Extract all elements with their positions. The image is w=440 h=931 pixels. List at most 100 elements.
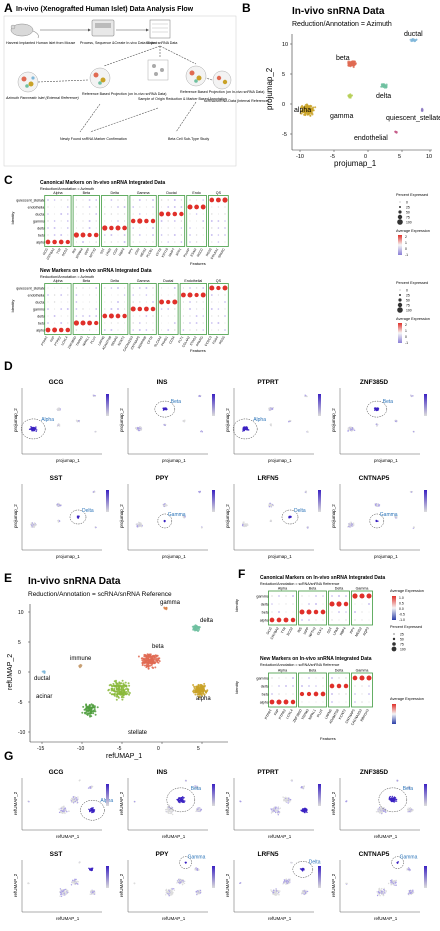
legend-size-dot: [399, 289, 401, 291]
feature-colorbar: [106, 490, 109, 512]
expression-dot: [202, 213, 204, 215]
expression-dot: [145, 287, 148, 289]
expression-point: [170, 889, 172, 891]
tick-label: -15: [37, 746, 44, 752]
expression-point: [182, 882, 184, 884]
expression-dot: [104, 199, 106, 201]
expression-dot: [117, 329, 119, 331]
expression-point: [165, 810, 167, 813]
expression-dot: [152, 301, 154, 303]
expression-point: [31, 430, 33, 432]
legend-colorbar-label: 2: [405, 323, 407, 327]
scatter-point-stellate: [113, 680, 116, 683]
identity-label: alpha: [36, 329, 45, 333]
feature-label: CD34: [168, 335, 176, 344]
scatter-point-immune-group: [83, 708, 86, 711]
legend-size-label: 0: [406, 201, 408, 205]
scatter-point-delta: [194, 624, 197, 627]
tick-label: 5: [398, 154, 401, 160]
expression-point: [301, 870, 304, 872]
expression-dot: [132, 294, 134, 296]
scatter-point-delta: [383, 86, 386, 89]
expression-dot: [320, 609, 326, 615]
expression-point: [383, 809, 385, 811]
expression-point: [139, 523, 141, 525]
expression-dot: [180, 234, 183, 236]
feature-label: PKHD1: [160, 335, 169, 346]
marker-group-label: Beta: [309, 587, 316, 591]
feature-plot-ylabel: projumap_2: [13, 408, 18, 432]
feature-plot-xlabel: refUMAP_1: [56, 834, 80, 839]
scatter-point-beta: [137, 655, 140, 658]
expression-dot: [299, 691, 305, 697]
expression-dot: [123, 220, 126, 222]
expression-dot: [167, 308, 170, 310]
feature-label: LRFN5: [97, 335, 106, 346]
expression-point: [380, 889, 382, 891]
expression-point: [385, 891, 387, 893]
expression-point: [375, 811, 378, 813]
expression-point: [194, 869, 196, 871]
scatter-point-delta: [381, 83, 384, 86]
expression-point: [198, 807, 200, 810]
expression-point: [245, 525, 248, 527]
expression-point: [268, 407, 270, 410]
panel-b-title: In-vivo snRNA Data: [292, 6, 385, 17]
feature-plot-title: SST: [50, 851, 63, 858]
expression-dot: [224, 206, 226, 208]
feature-label: MMP7: [168, 247, 176, 257]
expression-dot: [123, 294, 126, 296]
feature-label: PTPRZ: [53, 335, 62, 346]
feature-plot-ylabel: projumap_2: [331, 408, 336, 432]
expression-point: [277, 807, 279, 809]
expression-dot: [132, 329, 135, 331]
expression-dot: [306, 691, 312, 697]
expression-point: [30, 522, 32, 525]
expression-point: [185, 780, 187, 782]
expression-dot: [104, 308, 106, 310]
highlight-circle: [232, 418, 258, 440]
expression-dot: [271, 685, 273, 687]
expression-point: [178, 878, 180, 880]
expression-point: [72, 796, 75, 798]
scatter-point-beta: [347, 64, 350, 67]
scatter-point-stellate: [111, 693, 114, 696]
feature-label: COL6A1: [210, 247, 220, 260]
expression-dot: [306, 609, 312, 615]
scatter-point-alpha: [193, 687, 196, 690]
expression-dot: [338, 619, 340, 621]
expression-dot: [132, 287, 134, 289]
panel-f-bottom-subtitle: Reduction/Annotation = scRNA/snRNA Refer…: [260, 663, 339, 667]
expression-point: [245, 524, 248, 526]
feature-colorbar: [318, 784, 321, 806]
expression-dot: [174, 308, 176, 310]
identity-label: gamma: [33, 308, 45, 312]
expression-point: [270, 808, 272, 810]
cluster-label-beta: beta: [152, 644, 164, 650]
scatter-point-alpha: [307, 106, 310, 109]
expression-point: [176, 882, 178, 884]
expression-dot: [60, 206, 62, 208]
expression-dot: [217, 220, 220, 222]
cluster-label-delta: delta: [200, 618, 214, 624]
feature-plot-ylabel: refUMAP_2: [331, 873, 336, 897]
expression-dot: [173, 322, 176, 324]
expression-dot: [336, 601, 342, 607]
scatter-point-beta: [146, 653, 149, 656]
panel-c-top-title: Canonical Markers on In-vivo snRNA Integ…: [40, 180, 165, 186]
expression-dot: [138, 329, 141, 331]
expression-dot: [110, 234, 113, 236]
expression-point: [376, 423, 379, 425]
scatter-point-beta: [148, 653, 151, 656]
expression-dot: [210, 294, 213, 296]
panel-e-ylabel: refUMAP_2: [7, 654, 14, 690]
expression-dot: [60, 294, 63, 296]
legend-size-dot: [397, 219, 403, 225]
expression-dot: [217, 308, 220, 310]
scatter-point-beta: [147, 667, 150, 670]
node-invivo: In-vivo snRNA Data: [146, 41, 177, 45]
scatter-point-alpha: [308, 107, 311, 110]
expression-dot: [278, 685, 280, 687]
scatter-point-alpha: [303, 108, 306, 111]
